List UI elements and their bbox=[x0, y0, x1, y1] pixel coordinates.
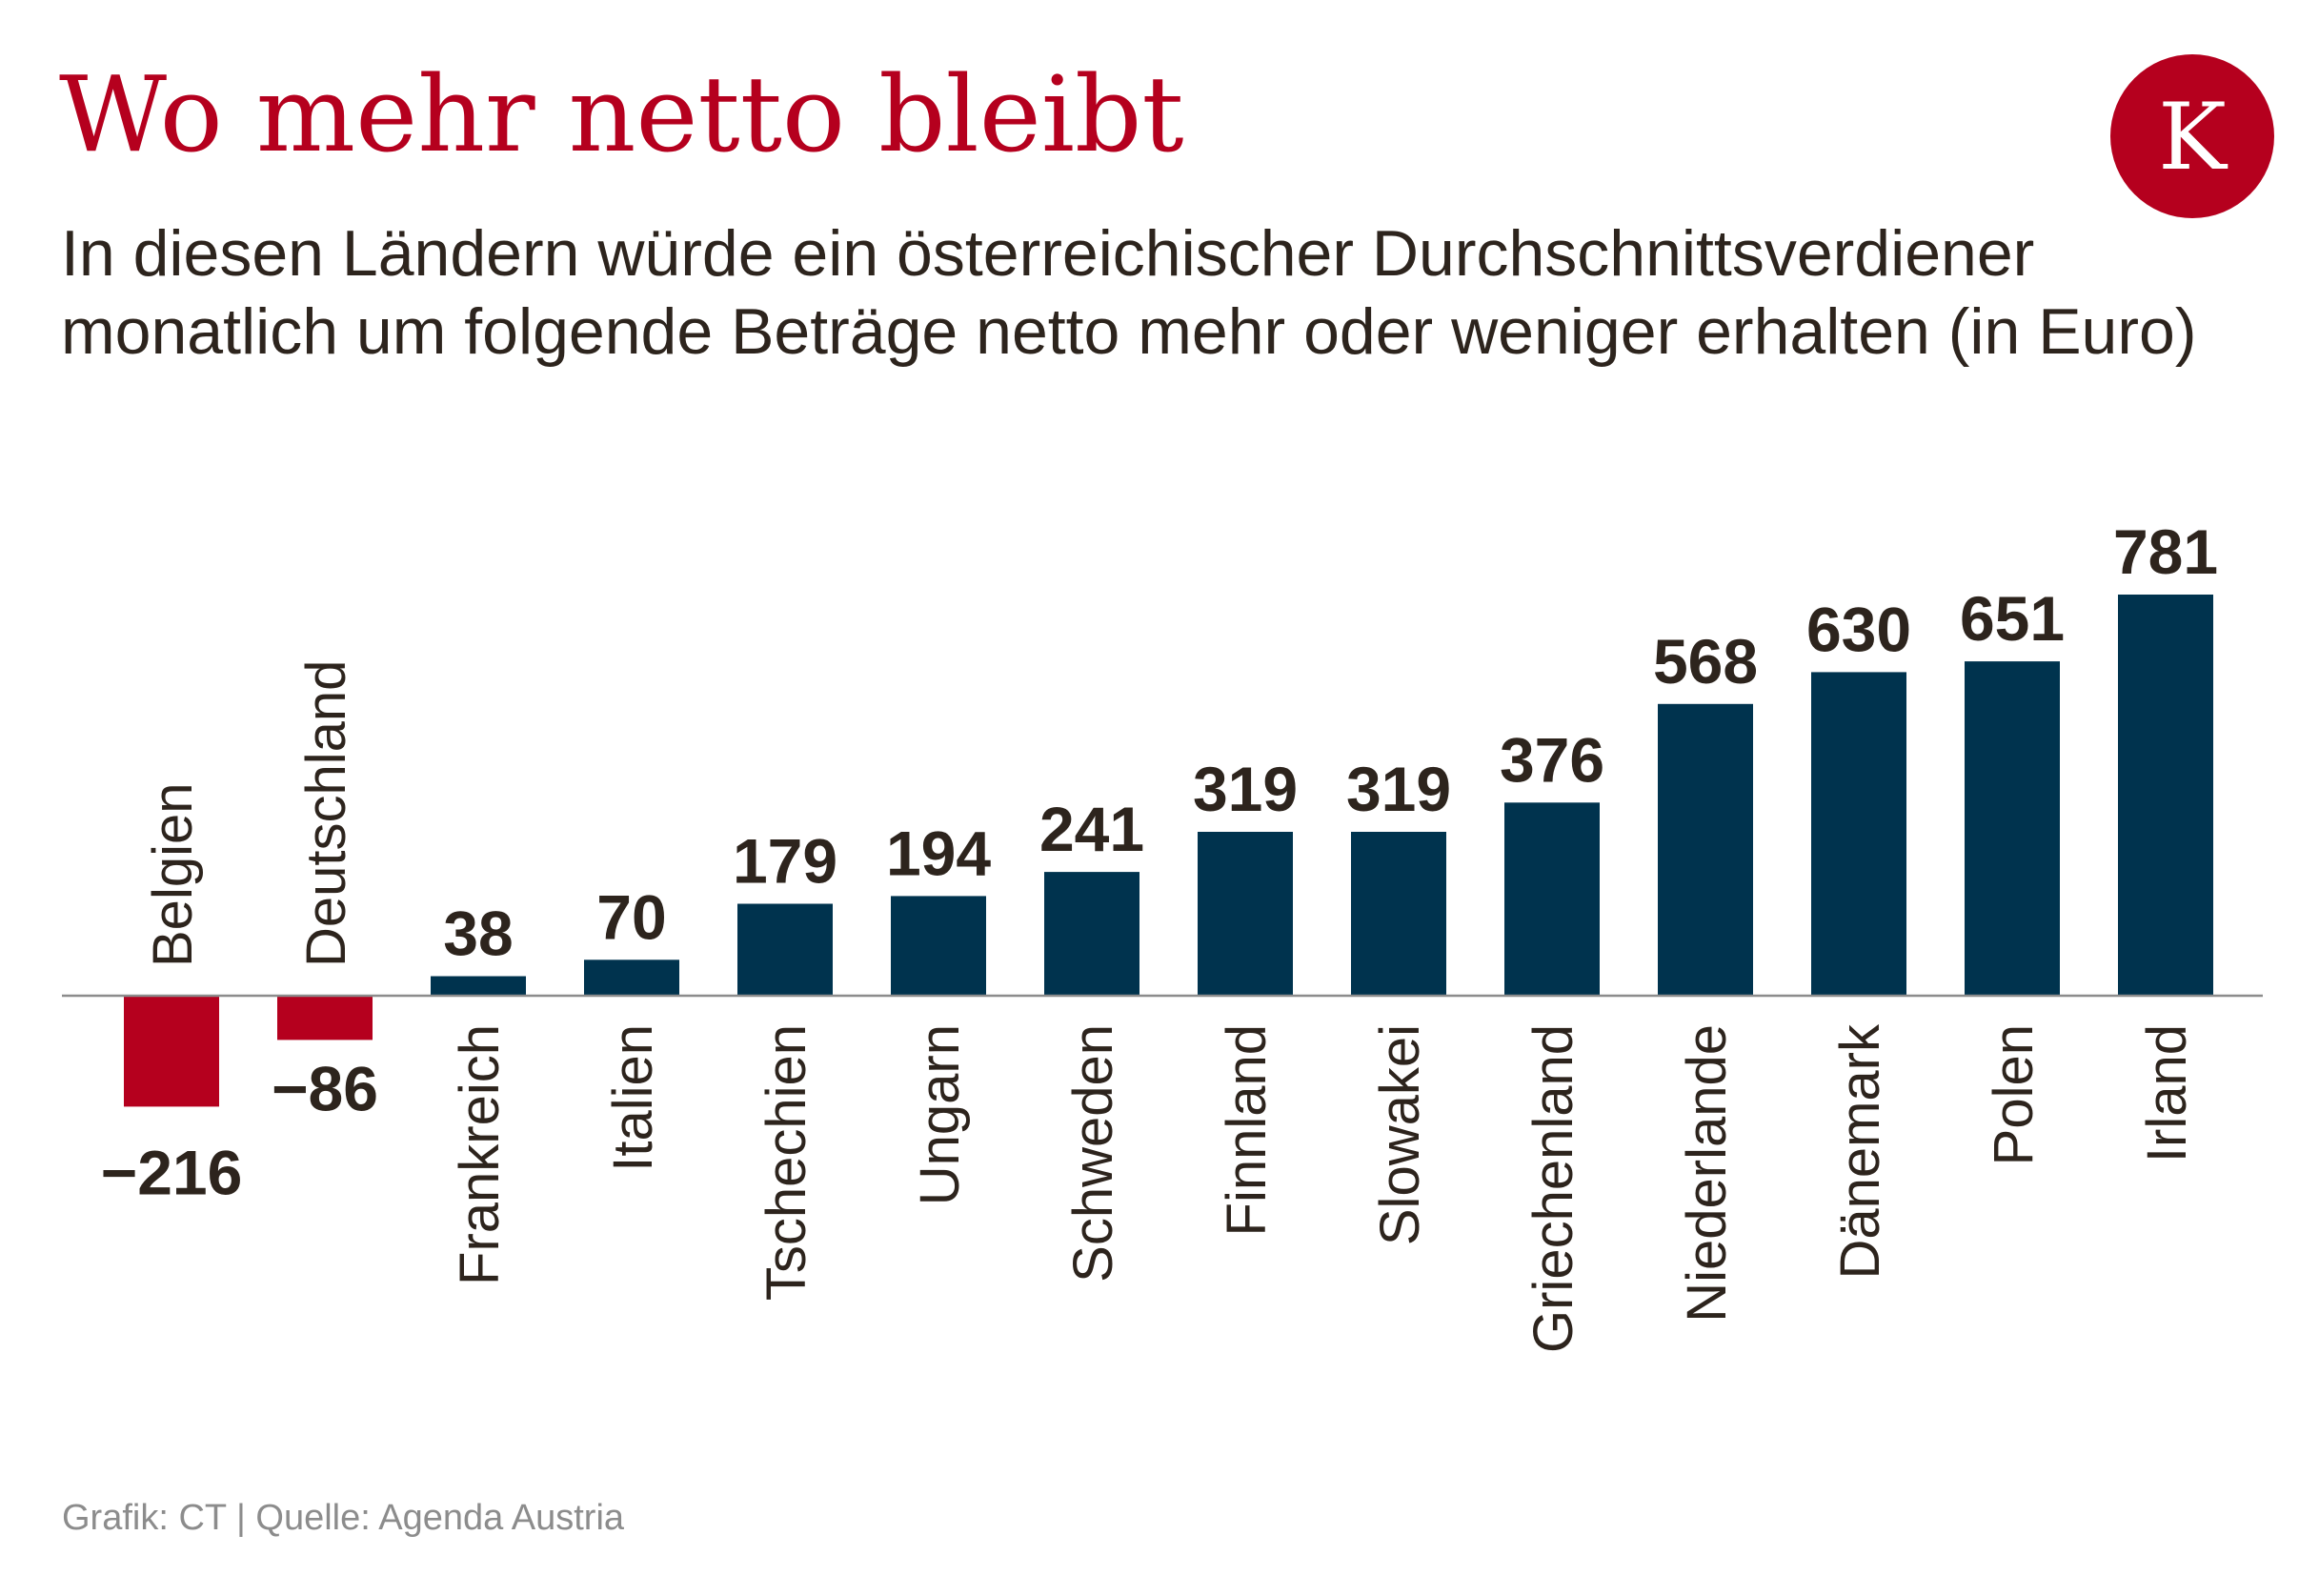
category-label: Irland bbox=[2136, 1024, 2198, 1162]
value-label: 70 bbox=[596, 881, 666, 952]
value-label: 319 bbox=[1346, 754, 1451, 824]
category-label: Polen bbox=[1983, 1024, 2045, 1165]
bar-finnland bbox=[1198, 832, 1293, 996]
bar-irland bbox=[2118, 595, 2213, 996]
category-label: Deutschland bbox=[295, 660, 357, 967]
category-label: Frankreich bbox=[449, 1024, 511, 1285]
category-label: Schweden bbox=[1062, 1024, 1124, 1283]
value-label: 376 bbox=[1500, 724, 1604, 795]
bar-frankreich bbox=[431, 976, 526, 996]
category-label: Ungarn bbox=[909, 1024, 971, 1205]
value-label: 179 bbox=[733, 826, 837, 897]
category-label: Belgien bbox=[142, 783, 204, 967]
bar-deutschland bbox=[277, 996, 373, 1040]
chart-title: Wo mehr netto bleibt bbox=[59, 53, 1184, 175]
value-label: 38 bbox=[443, 899, 513, 969]
category-label: Finnland bbox=[1216, 1024, 1278, 1236]
bar-belgien bbox=[124, 996, 219, 1107]
category-label: Griechenland bbox=[1522, 1024, 1584, 1353]
category-label: Tschechien bbox=[756, 1024, 817, 1301]
kleine-zeitung-k-logo-icon: K bbox=[2110, 54, 2274, 218]
value-label: 194 bbox=[886, 818, 991, 888]
bar-polen bbox=[1965, 661, 2060, 996]
category-label: Italien bbox=[602, 1024, 664, 1172]
category-label: Dänemark bbox=[1829, 1023, 1891, 1280]
value-label: 319 bbox=[1193, 754, 1298, 824]
bar-tschechien bbox=[737, 903, 833, 996]
source-note: Grafik: CT | Quelle: Agenda Austria bbox=[62, 1498, 625, 1538]
value-label: 241 bbox=[1039, 794, 1144, 864]
bar-schweden bbox=[1044, 872, 1139, 996]
category-label: Niederlande bbox=[1676, 1024, 1738, 1323]
bar-slowakei bbox=[1351, 832, 1446, 996]
bar-italien bbox=[584, 960, 679, 996]
bar-ungarn bbox=[891, 896, 986, 996]
bar-niederlande bbox=[1658, 703, 1753, 996]
value-label: 651 bbox=[1960, 583, 2065, 654]
bar-dänemark bbox=[1811, 672, 1906, 996]
value-label: −216 bbox=[101, 1137, 243, 1207]
value-label: 568 bbox=[1653, 626, 1758, 697]
category-label: Slowakei bbox=[1369, 1024, 1431, 1245]
bar-griechenland bbox=[1504, 802, 1600, 996]
chart-subtitle: In diesen Ländern würde ein österreichis… bbox=[61, 217, 2197, 368]
logo-letter: K bbox=[2158, 84, 2227, 191]
value-label: 630 bbox=[1806, 594, 1911, 664]
value-label: 781 bbox=[2113, 516, 2218, 587]
value-label: −86 bbox=[272, 1053, 378, 1123]
